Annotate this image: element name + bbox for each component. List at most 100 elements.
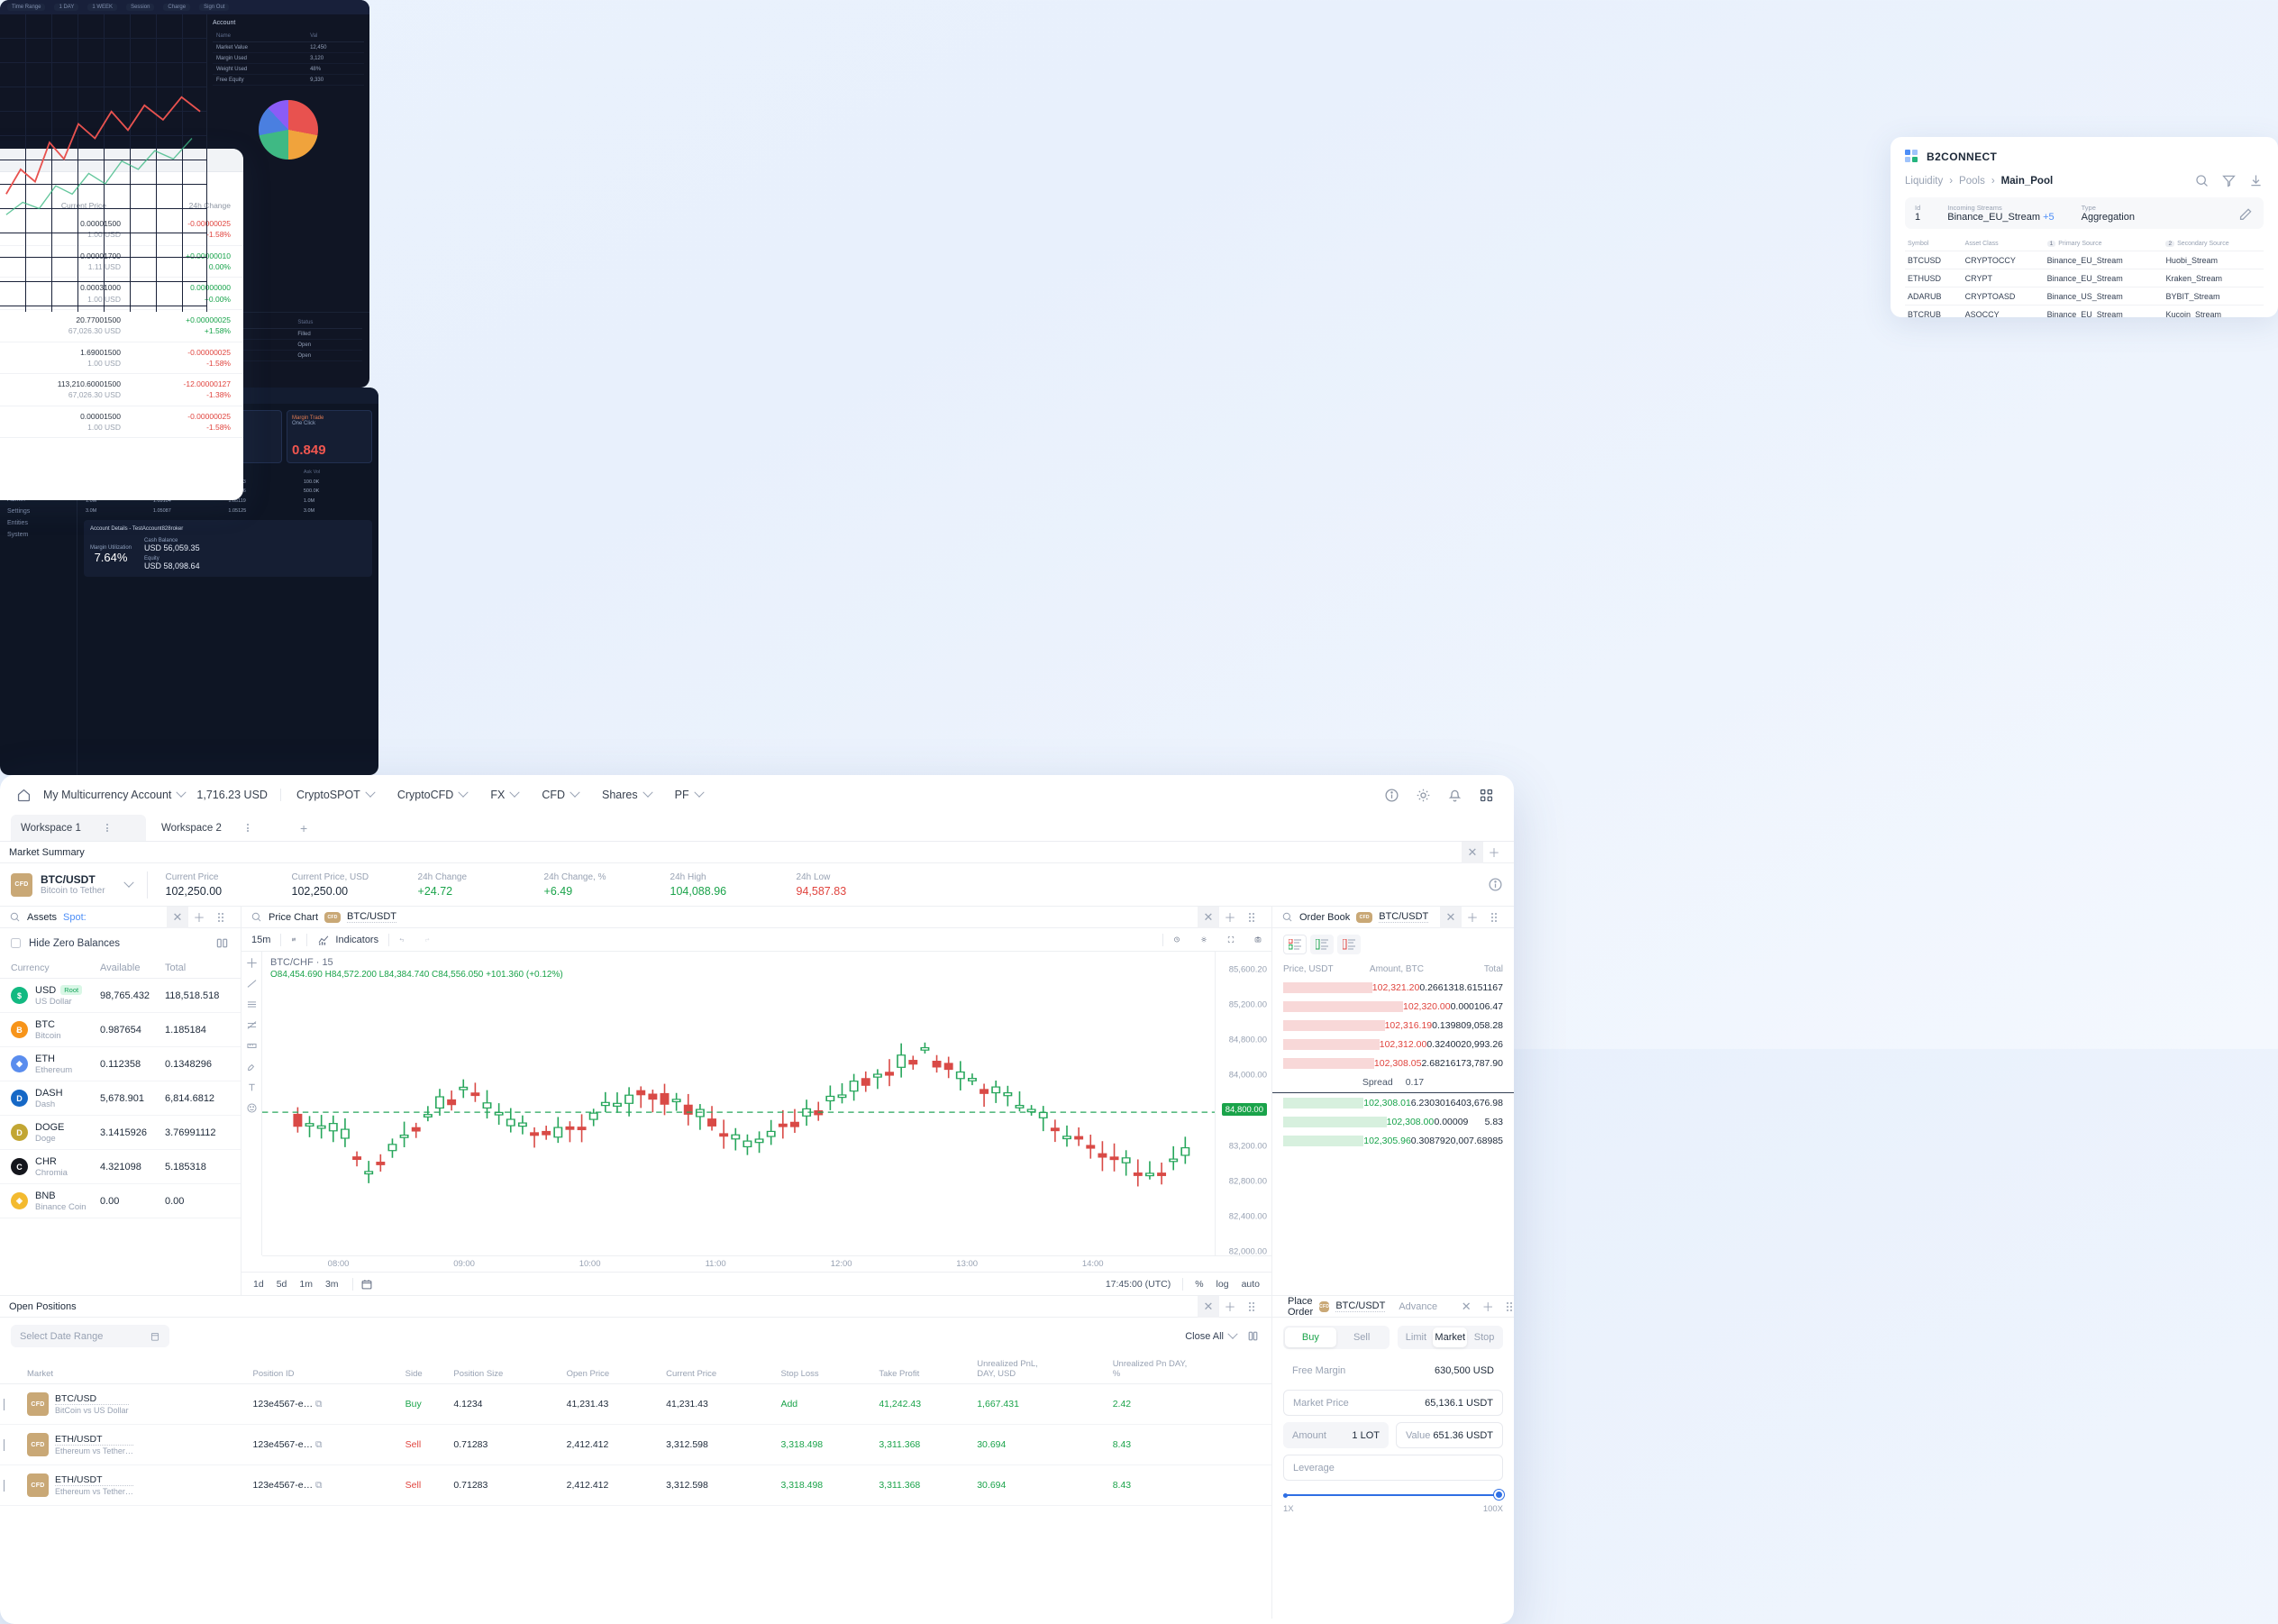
value-field[interactable]: Value 651.36 USDT <box>1396 1422 1503 1448</box>
home-icon[interactable] <box>16 788 32 803</box>
emoji-icon[interactable] <box>246 1102 258 1114</box>
nav-menu-shares[interactable]: Shares <box>590 787 663 801</box>
info-icon[interactable] <box>1384 788 1399 803</box>
nav-menu-cryptospot[interactable]: CryptoSPOT <box>285 787 386 801</box>
chart-y-axis[interactable]: 85,600.2085,200.0084,800.0084,000.0083,6… <box>1215 952 1271 1256</box>
undo-icon[interactable] <box>389 932 415 947</box>
chart-range-3m[interactable]: 3m <box>324 1278 339 1290</box>
fibonacci-icon[interactable] <box>246 1019 258 1031</box>
table-row[interactable]: CFD BTC/USD BitCoin vs US Dollar 123e456… <box>0 1383 1271 1425</box>
assets-subtitle[interactable]: Spot: <box>63 911 87 923</box>
candle-icon[interactable] <box>281 932 306 947</box>
fullscreen-icon[interactable] <box>1217 932 1244 947</box>
search-icon-book[interactable] <box>1281 911 1293 923</box>
chart-range-5d[interactable]: 5d <box>276 1278 287 1290</box>
asset-row[interactable]: $ USD Root US Dollar 98,765.432 118,518.5… <box>0 979 241 1013</box>
alert-icon[interactable] <box>1163 932 1190 947</box>
book-mode-both-icon[interactable] <box>1283 935 1307 954</box>
settings-icon[interactable] <box>1190 932 1217 947</box>
add-icon-order[interactable]: ＋ <box>1481 1300 1494 1314</box>
stop-tab[interactable]: Stop <box>1473 1332 1495 1343</box>
camera-icon[interactable] <box>1244 932 1271 947</box>
pos-tp[interactable]: 3,311.368 <box>875 1464 974 1506</box>
calendar-icon-positions[interactable] <box>150 1331 160 1342</box>
columns-icon[interactable] <box>214 935 230 951</box>
workspace-tab-1[interactable]: Workspace 1 <box>11 815 146 841</box>
amount-field[interactable]: Amount 1 LOT <box>1283 1422 1389 1448</box>
workspace-menu-icon[interactable] <box>105 824 108 832</box>
search-icon-assets[interactable] <box>9 911 21 923</box>
asset-row[interactable]: Ƀ BTC Bitcoin 0.987654 1.185184 <box>0 1013 241 1047</box>
copy-icon[interactable]: ⧉ <box>315 1479 323 1491</box>
measure-icon[interactable] <box>246 1040 258 1052</box>
drag-grip-book[interactable] <box>1483 907 1505 928</box>
book-mode-asks-icon[interactable] <box>1337 935 1361 954</box>
chart-x-axis[interactable]: 08:00 09:00 10:00 11:00 12:00 13:00 14:00 <box>262 1255 1215 1272</box>
order-book-row-ask[interactable]: 102,316.19 0.13980 9,058.28 <box>1272 1016 1514 1035</box>
account-selector[interactable]: My Multicurrency Account <box>32 787 196 801</box>
pos-sl[interactable]: Add <box>777 1383 876 1425</box>
asset-row[interactable]: D DOGE Doge 3.1415926 3.76991112 <box>0 1116 241 1150</box>
drag-grip-positions[interactable] <box>1241 1296 1262 1318</box>
grid-icon[interactable] <box>1479 788 1494 803</box>
order-book-row-bid[interactable]: 102,308.01 6.2303016 403,676.98 <box>1272 1093 1514 1112</box>
order-book-row-bid[interactable]: 102,308.00 0.00009 5.83 <box>1272 1112 1514 1131</box>
market-tab[interactable]: Market <box>1433 1327 1468 1347</box>
columns-icon-positions[interactable] <box>1245 1328 1261 1344</box>
row-expand-icon[interactable] <box>0 1424 23 1465</box>
order-book-row-ask[interactable]: 102,308.05 2.68216 173,787.90 <box>1272 1054 1514 1072</box>
redo-icon[interactable] <box>415 932 440 947</box>
download-icon[interactable] <box>2248 173 2264 188</box>
buy-tab[interactable]: Buy <box>1285 1327 1336 1347</box>
copy-icon[interactable]: ⧉ <box>315 1398 323 1410</box>
drag-grip-assets[interactable] <box>210 907 232 928</box>
order-book-row-ask[interactable]: 102,312.00 0.32400 20,993.26 <box>1272 1035 1514 1054</box>
order-book-row-bid[interactable]: 102,305.96 0.30879 20,007.68985 <box>1272 1131 1514 1150</box>
close-icon-order[interactable]: ✕ <box>1461 1299 1472 1313</box>
drag-grip-order[interactable] <box>1499 1296 1514 1318</box>
market-symbol-block[interactable]: BTC/USDT Bitcoin to Tether <box>41 873 105 896</box>
calendar-icon[interactable] <box>360 1278 373 1291</box>
close-all-button[interactable]: Close All <box>1185 1328 1238 1342</box>
row-expand-icon[interactable] <box>0 1383 23 1425</box>
gear-icon[interactable] <box>1416 788 1431 803</box>
crumb-pools[interactable]: Pools <box>1959 175 1985 187</box>
b2-table-row[interactable]: ETHUSD CRYPT Binance_EU_Stream Kraken_St… <box>1905 269 2264 287</box>
close-icon[interactable]: ✕ <box>1462 841 1483 863</box>
b2-table-row[interactable]: BTCRUB ASOCCY Binance_EU_Stream Kucoin_S… <box>1905 305 2264 317</box>
edit-pencil-icon[interactable] <box>2238 205 2254 221</box>
order-book-row-ask[interactable]: 102,320.00 0.00010 6.47 <box>1272 997 1514 1016</box>
scale-percent[interactable]: % <box>1195 1278 1204 1290</box>
pos-tp[interactable]: 3,311.368 <box>875 1424 974 1465</box>
add-icon-assets[interactable]: ＋ <box>193 911 205 925</box>
order-book-symbol[interactable]: BTC/USDT <box>1379 911 1429 923</box>
add-icon-book[interactable]: ＋ <box>1466 911 1479 925</box>
workspace-menu-icon-2[interactable] <box>246 824 249 832</box>
date-range-input[interactable]: Select Date Range <box>11 1325 169 1347</box>
book-mode-bids-icon[interactable] <box>1310 935 1334 954</box>
filter-icon[interactable] <box>2221 173 2237 188</box>
onezero-nav-item[interactable]: Settings <box>7 508 31 515</box>
asset-row[interactable]: ◆ ETH Ethereum 0.112358 0.1348296 <box>0 1047 241 1081</box>
copy-icon[interactable]: ⧉ <box>315 1438 323 1450</box>
add-workspace-button[interactable]: + <box>300 820 308 835</box>
trendline-icon[interactable] <box>246 978 258 990</box>
market-price-field[interactable]: Market Price 65,136.1 USDT <box>1283 1390 1503 1416</box>
scale-log[interactable]: log <box>1216 1278 1229 1290</box>
leverage-field[interactable]: Leverage <box>1283 1455 1503 1481</box>
b2-table-row[interactable]: ADARUB CRYPTOASD Binance_US_Stream BYBIT… <box>1905 287 2264 306</box>
search-icon-chart[interactable] <box>251 911 262 923</box>
pos-sl[interactable]: 3,318.498 <box>777 1424 876 1465</box>
search-icon[interactable] <box>2194 173 2210 188</box>
b2-table-row[interactable]: BTCUSD CRYPTOCCY Binance_EU_Stream Huobi… <box>1905 251 2264 269</box>
order-book-row-ask[interactable]: 102,321.20 0.26613 18.6151167 <box>1272 978 1514 997</box>
indicators-button[interactable]: Indicators <box>307 934 388 946</box>
pool-streams-more[interactable]: +5 <box>2043 212 2055 223</box>
hide-zero-balances-row[interactable]: Hide Zero Balances <box>0 928 241 958</box>
crumb-liquidity[interactable]: Liquidity <box>1905 175 1944 187</box>
scale-auto[interactable]: auto <box>1241 1278 1260 1290</box>
close-icon-chart[interactable]: ✕ <box>1198 906 1219 928</box>
asset-row[interactable]: C CHR Chromia 4.321098 5.185318 <box>0 1150 241 1184</box>
drag-grip-chart[interactable] <box>1241 907 1262 928</box>
close-icon-assets[interactable]: ✕ <box>167 906 188 928</box>
